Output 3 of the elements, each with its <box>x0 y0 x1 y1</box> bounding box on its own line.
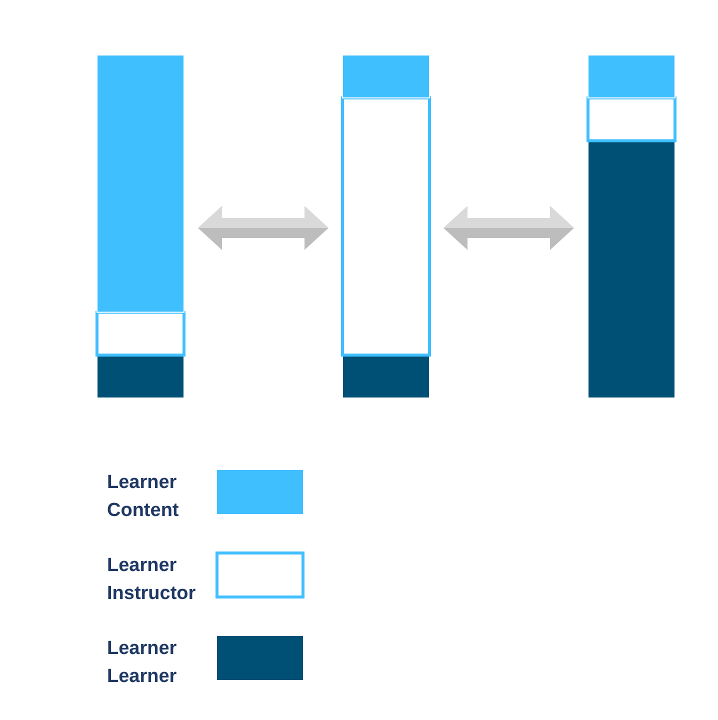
legend-label: Learner Learner <box>107 638 178 687</box>
legend-label: Learner Instructor <box>107 555 196 604</box>
legend-label: Learner Content <box>107 472 180 521</box>
